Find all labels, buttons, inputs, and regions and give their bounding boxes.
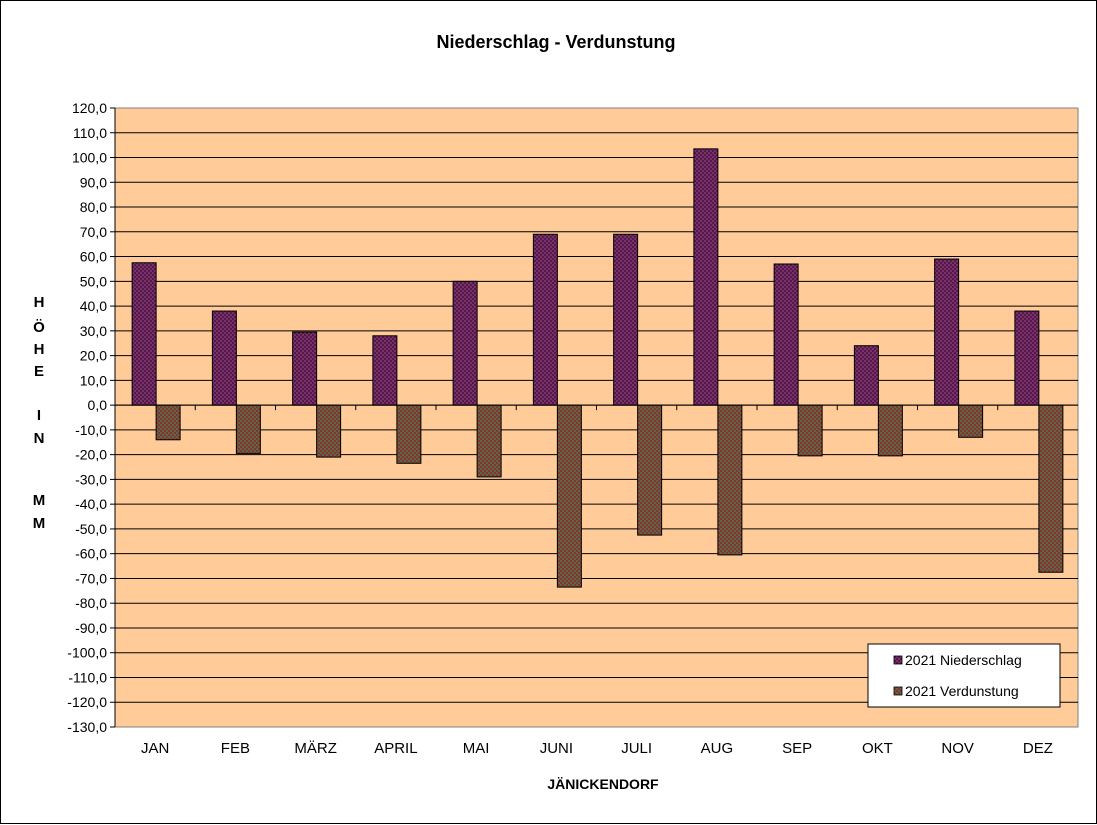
x-category-label: NOV xyxy=(941,740,974,757)
bar-niederschlag-nov xyxy=(934,258,960,406)
legend-box xyxy=(867,643,1061,708)
x-category-label: JULI xyxy=(621,740,652,757)
bar-verdunstung-juli xyxy=(637,404,663,536)
x-category-label: AUG xyxy=(701,740,734,757)
y-tick-label: 60,0 xyxy=(80,249,107,265)
y-axis-label-char: H xyxy=(34,341,45,358)
bar-verdunstung-okt xyxy=(877,404,903,457)
bar-verdunstung-april xyxy=(396,404,422,464)
y-tick-label: -70,0 xyxy=(75,570,107,586)
grid-lines xyxy=(115,132,1078,703)
y-tick-label: -110,0 xyxy=(68,669,107,685)
bars xyxy=(131,148,1064,588)
legend-swatch-verdunstung xyxy=(893,686,903,696)
bar-verdunstung-dez xyxy=(1038,404,1064,573)
y-axis-label-char: I xyxy=(37,407,41,424)
y-axis-label-char: M xyxy=(33,515,46,532)
x-axis-categories: JAN FEB MÄRZ APRIL MAI JUNI JULI AUG SEP OKT NOV DE… xyxy=(114,405,1053,757)
bar-verdunstung-juni xyxy=(556,404,582,588)
x-category-label: JUNI xyxy=(540,740,573,757)
y-tick-label: -90,0 xyxy=(75,620,107,636)
bar-verdunstung-aug xyxy=(717,404,743,556)
y-tick-label: 80,0 xyxy=(80,199,107,215)
y-tick-label: -100,0 xyxy=(67,645,107,661)
bar-verdunstung-märz xyxy=(316,404,342,458)
legend-label-niederschlag: 2021 Niederschlag xyxy=(905,652,1022,668)
legend: 2021 Niederschlag 2021 Verdunstung xyxy=(867,643,1061,708)
y-axis-label-char: Ö xyxy=(33,319,45,336)
y-tick-label: -20,0 xyxy=(75,447,107,463)
x-category-label: SEP xyxy=(782,740,812,757)
x-category-label: MÄRZ xyxy=(294,740,337,757)
x-category-label: OKT xyxy=(862,740,893,757)
bar-niederschlag-aug xyxy=(693,148,719,406)
bar-niederschlag-mai xyxy=(452,280,478,406)
y-axis-ticks: 120,0 110,0 100,0 90,0 80,0 70,0 60,0 50,0 40,0 3… xyxy=(67,100,116,735)
y-tick-label: -40,0 xyxy=(75,496,107,512)
bar-verdunstung-nov xyxy=(958,404,984,438)
x-category-label: MAI xyxy=(463,740,490,757)
x-axis-label: JÄNICKENDORF xyxy=(547,776,659,792)
y-tick-label: -130,0 xyxy=(67,719,107,735)
bar-niederschlag-juni xyxy=(532,233,558,406)
bar-niederschlag-märz xyxy=(292,331,318,406)
y-tick-label: -80,0 xyxy=(75,595,107,611)
x-category-label: DEZ xyxy=(1023,740,1053,757)
bar-verdunstung-sep xyxy=(797,404,823,457)
y-tick-label: -30,0 xyxy=(75,471,107,487)
bar-niederschlag-juli xyxy=(613,233,639,406)
y-tick-label: 100,0 xyxy=(72,150,107,166)
bar-niederschlag-sep xyxy=(773,263,799,406)
y-tick-label: 90,0 xyxy=(80,174,107,190)
bar-niederschlag-april xyxy=(372,335,398,406)
y-tick-label: 70,0 xyxy=(80,224,107,240)
bar-verdunstung-mai xyxy=(476,404,502,478)
y-tick-label: -50,0 xyxy=(75,521,107,537)
y-tick-label: 110,0 xyxy=(73,125,107,141)
bar-verdunstung-feb xyxy=(235,404,261,454)
bar-niederschlag-okt xyxy=(853,345,879,406)
bar-niederschlag-dez xyxy=(1014,310,1040,406)
y-tick-label: 20,0 xyxy=(80,348,107,364)
y-tick-label: 40,0 xyxy=(80,298,107,314)
y-tick-label: 120,0 xyxy=(72,100,107,116)
x-category-label: APRIL xyxy=(374,740,417,757)
legend-label-verdunstung: 2021 Verdunstung xyxy=(905,683,1019,699)
x-category-label: JAN xyxy=(141,740,169,757)
x-category-label: FEB xyxy=(221,740,250,757)
y-tick-label: -120,0 xyxy=(67,694,107,710)
y-axis-label-char: E xyxy=(34,363,44,380)
y-axis-label-char: M xyxy=(33,492,46,509)
y-tick-label: 0,0 xyxy=(88,397,108,413)
bar-niederschlag-jan xyxy=(131,262,157,406)
plot-area xyxy=(114,107,1079,728)
y-tick-label: 10,0 xyxy=(80,372,107,388)
chart-title: Niederschlag - Verdunstung xyxy=(436,32,675,52)
y-axis-label-char: H xyxy=(34,294,45,311)
bar-niederschlag-feb xyxy=(211,310,237,406)
y-tick-label: 30,0 xyxy=(80,323,107,339)
y-tick-label: -60,0 xyxy=(75,546,107,562)
y-tick-label: -10,0 xyxy=(75,422,107,438)
y-tick-label: 50,0 xyxy=(80,273,107,289)
legend-swatch-niederschlag xyxy=(893,655,903,665)
y-axis-label-char: N xyxy=(34,430,45,447)
bar-verdunstung-jan xyxy=(155,404,181,441)
